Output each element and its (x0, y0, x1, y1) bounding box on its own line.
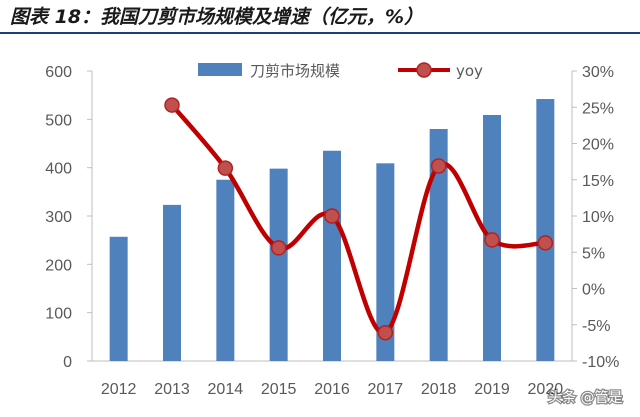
right-axis-tick-label: 20% (582, 137, 614, 154)
x-axis-tick-label: 2019 (474, 381, 510, 398)
bar-2012 (109, 236, 128, 361)
yoy-line (169, 102, 548, 335)
yoy-point-2020 (537, 235, 554, 251)
left-axis-tick-label: 600 (45, 64, 72, 81)
x-axis-tick-label: 2014 (208, 381, 244, 398)
yoy-point-2019 (484, 232, 500, 248)
yoy-point-2017 (377, 324, 394, 341)
yoy-markers (164, 97, 554, 341)
x-axis-tick-label: 2020 (528, 381, 564, 398)
x-axis-tick-label: 2018 (421, 381, 457, 398)
bar-2014 (216, 179, 235, 361)
left-axis-tick-label: 0 (63, 354, 72, 371)
bar-2018 (429, 129, 448, 361)
legend: 刀剪市场规模 yoy (198, 62, 483, 80)
left-axis-tick-label: 500 (45, 112, 72, 129)
bar-2015 (269, 168, 288, 361)
left-axis-ticks: 0 100 200 300 400 500 600 (45, 64, 92, 371)
x-axis-tick-label: 2016 (314, 381, 350, 398)
bar-2016 (323, 150, 341, 361)
right-axis-tick-label: -5% (582, 318, 610, 335)
x-axis-tick-label: 2013 (154, 381, 190, 398)
right-axis-tick-label: 10% (582, 209, 614, 226)
x-axis-ticks: 2012 2013 2014 2015 2016 2017 2018 2019 2020 (101, 381, 563, 398)
yoy-point-2014 (217, 160, 234, 176)
legend-bar-swatch (198, 63, 242, 76)
yoy-point-2015 (270, 240, 287, 256)
watermark-text: 头条 @管是 (548, 389, 622, 406)
x-axis-tick-label: 2017 (368, 381, 404, 398)
x-axis-tick-label: 2012 (101, 381, 137, 398)
left-axis-tick-label: 300 (45, 209, 72, 226)
yoy-point-2016 (324, 208, 340, 224)
legend-marker-swatch (416, 62, 432, 78)
chart-title: 图表 18：我国刀剪市场规模及增速（亿元，%） (10, 6, 423, 28)
yoy-point-2018 (430, 158, 447, 174)
x-axis-tick-label: 2015 (261, 381, 297, 398)
right-axis-ticks: -10% -5% 0% 5% 10% 15% 20% 25% 30% (572, 64, 619, 371)
right-axis-tick-label: 5% (582, 245, 605, 262)
right-axis-tick-label: 25% (582, 100, 614, 117)
bar-series (109, 99, 555, 362)
right-axis-tick-label: -10% (582, 354, 619, 371)
legend-bar-label: 刀剪市场规模 (250, 62, 340, 80)
right-axis-tick-label: 15% (582, 173, 614, 190)
left-axis-tick-label: 200 (45, 257, 72, 274)
left-axis-tick-label: 100 (45, 306, 72, 323)
bar-2013 (163, 204, 181, 361)
bar-2020 (536, 99, 555, 362)
left-axis-tick-label: 400 (45, 161, 72, 178)
right-axis-tick-label: 0% (582, 282, 605, 299)
bar-2017 (376, 163, 395, 361)
right-axis-tick-label: 30% (582, 64, 614, 81)
yoy-point-2013 (164, 97, 180, 113)
yoy-line-series (169, 102, 548, 335)
legend-line-label: yoy (456, 62, 483, 80)
